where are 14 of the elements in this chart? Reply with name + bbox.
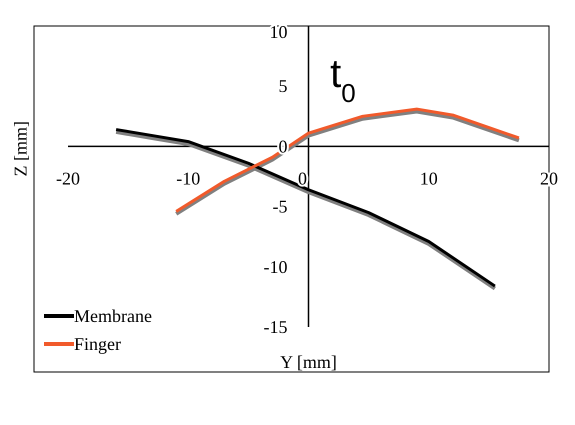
y-tick-label: -5 (272, 196, 288, 217)
y-tick-label: -10 (264, 256, 288, 277)
y-tick-label: 10 (270, 22, 288, 42)
x-axis-title: Y [mm] (280, 352, 337, 372)
x-tick-label: -20 (56, 168, 80, 188)
x-tick-label: 0 (298, 168, 307, 188)
x-tick-label: -10 (176, 168, 200, 188)
x-tick-label: 10 (420, 168, 438, 188)
y-tick-label: -15 (264, 317, 288, 337)
legend-label: Finger (74, 334, 121, 354)
legend-label: Membrane (74, 306, 152, 326)
annotation: t$_{0}$ (330, 52, 356, 108)
y-tick-label: 5 (278, 76, 288, 96)
y-axis-title: Z [mm] (10, 121, 30, 176)
